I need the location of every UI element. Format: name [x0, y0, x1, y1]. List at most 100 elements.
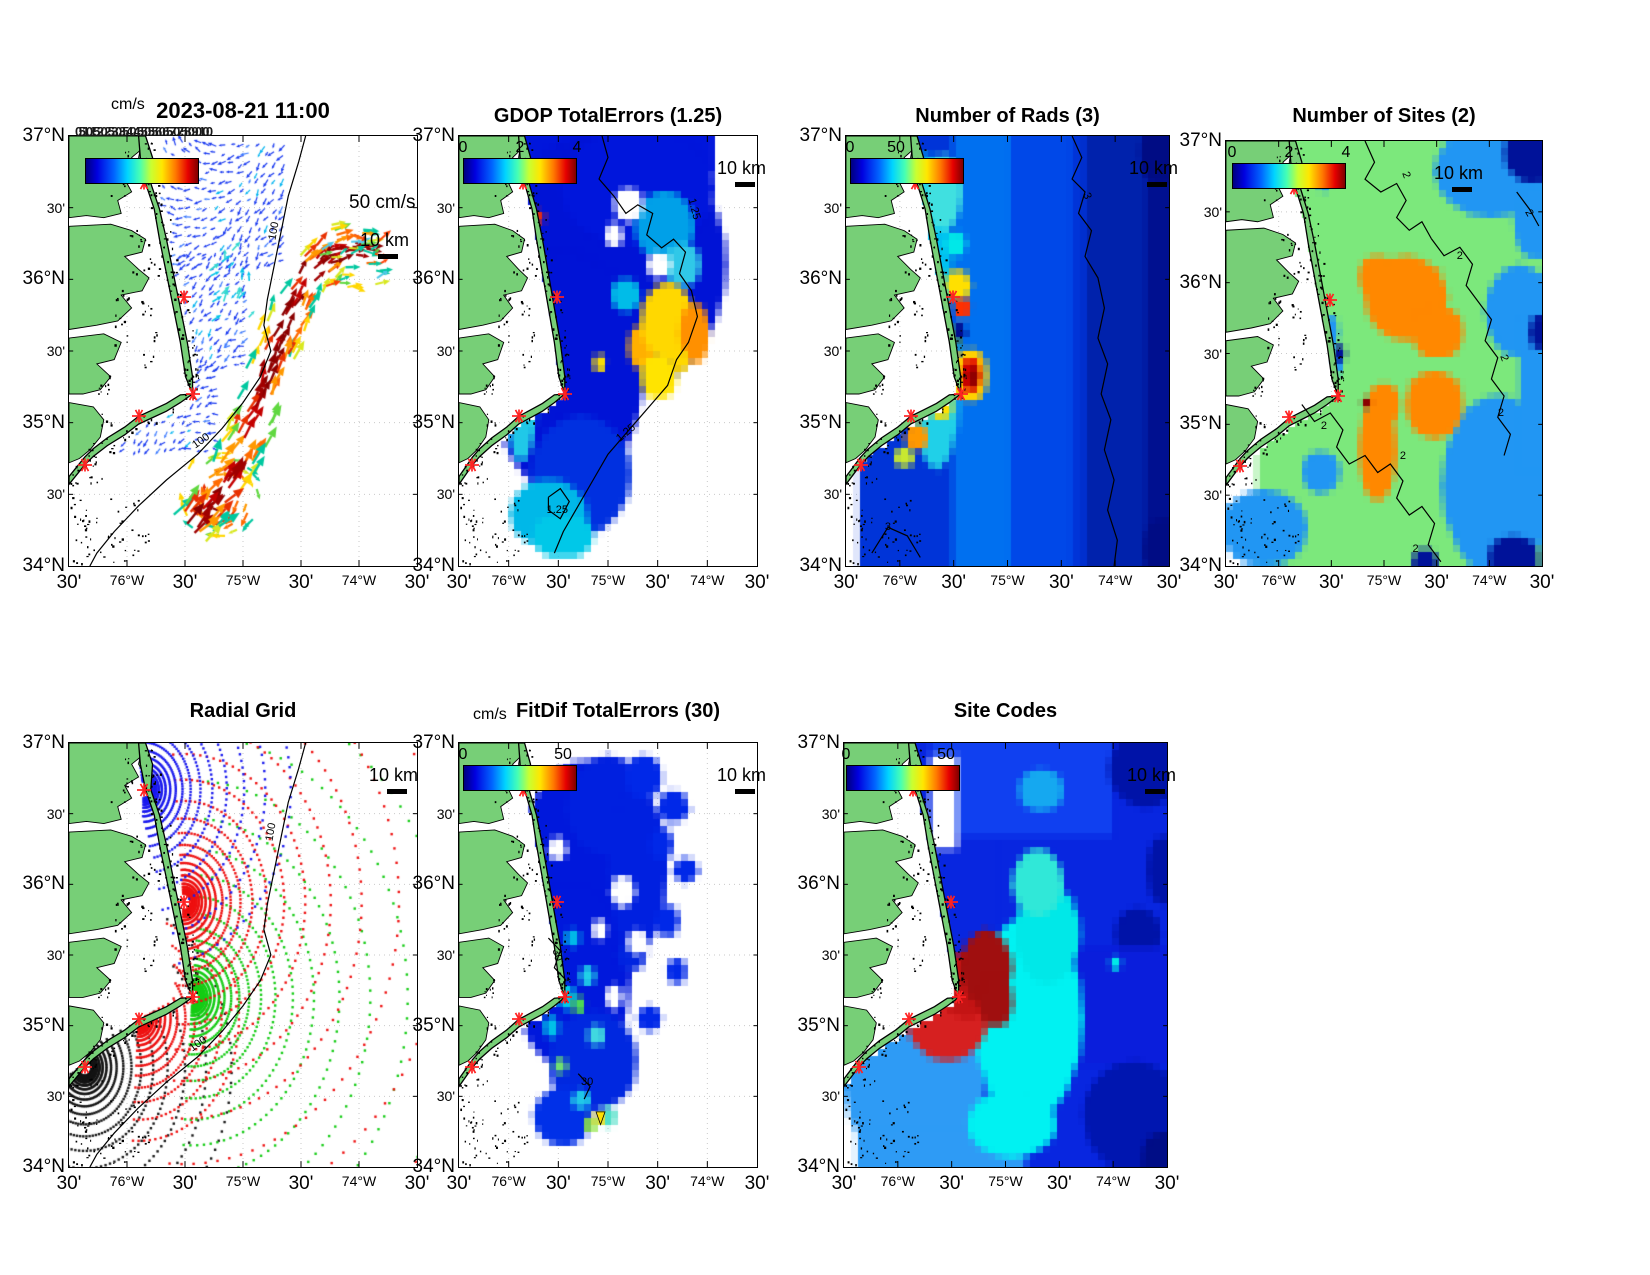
y-axis-label: 30'	[46, 199, 65, 216]
scale-bar: 10 km	[1434, 163, 1483, 192]
y-axis-label: 30'	[821, 805, 840, 822]
y-axis-label: 30'	[46, 947, 65, 963]
asterisk-icon	[136, 783, 151, 797]
panel-title-numrads: Number of Rads (3)	[915, 105, 1100, 127]
map-currents: 100 100 37°N 30' 36°N 30' 35°N 30' 34°N 30' 76°W 30…	[23, 96, 430, 593]
y-axis-label: 30'	[46, 343, 65, 359]
asterisk-icon	[185, 387, 200, 401]
radar-site-marker	[945, 290, 960, 305]
contour-label: 30	[581, 1076, 594, 1089]
radar-site-marker	[511, 1011, 526, 1026]
scale-bar-line	[735, 789, 755, 794]
scale-bar-label: 10 km	[1434, 163, 1484, 183]
scale-bar-line	[1145, 789, 1165, 794]
map-fitdif: 30 30 37°N 30' 36°N 30' 35°N 30' 34°N 30' 76°W 30' 7…	[413, 706, 770, 1194]
x-axis-label: 76°W	[109, 572, 145, 588]
x-axis-label: 30'	[172, 1173, 198, 1194]
x-axis-label: 74°W	[1097, 572, 1133, 588]
asterisk-icon	[77, 1060, 92, 1074]
radar-site-marker	[465, 1060, 480, 1075]
asterisk-icon	[131, 1012, 146, 1026]
radar-site-marker	[185, 387, 200, 402]
y-axis-label: 35°N	[22, 411, 65, 433]
x-axis-label: 76°W	[1261, 572, 1296, 588]
y-axis-label: 35°N	[22, 1014, 65, 1036]
panel-title-sitecodes: Site Codes	[953, 700, 1058, 722]
panel-title-numsites: Number of Sites (2)	[1292, 105, 1476, 127]
y-axis-label: 36°N	[22, 268, 65, 290]
colorbar	[463, 765, 577, 791]
y-axis-label: 30'	[46, 805, 65, 822]
x-axis-label: 30'	[288, 1173, 314, 1194]
x-axis-label: 30'	[744, 572, 770, 593]
radar-site-marker	[136, 782, 151, 797]
radar-site-marker	[903, 408, 918, 423]
asterisk-icon	[951, 990, 966, 1004]
scale-bar: 10 km	[717, 765, 766, 794]
colorbar-tick-labels: 0 5 10 15 20 25 30 35 40 45 50 55 60 65 …	[75, 124, 213, 139]
radar-site-marker	[77, 457, 92, 472]
panel-title-currents: 2023-08-21 11:00	[156, 98, 330, 123]
x-axis-label: 30'	[404, 572, 430, 593]
x-axis-label: 30'	[941, 572, 967, 593]
data-heatmap	[1226, 141, 1542, 566]
contour-label: 2	[1456, 249, 1463, 262]
scale-bar: 10 km	[1127, 765, 1176, 794]
radar-site-marker	[511, 408, 526, 423]
contour-label: 1.25	[546, 504, 569, 517]
colorbar-tick-label: 2	[1284, 144, 1294, 161]
y-axis-label: 30'	[1203, 203, 1222, 220]
x-axis-label: 30'	[1424, 572, 1450, 593]
colorbar-tick-label: 50	[887, 139, 905, 156]
asterisk-icon	[945, 290, 960, 304]
scale-bar: 10 km	[1129, 158, 1178, 187]
radar-site-marker	[951, 990, 966, 1005]
x-axis-label: 76°W	[880, 1173, 916, 1189]
y-axis-label: 35°N	[799, 411, 842, 433]
y-axis-label: 37°N	[22, 732, 65, 753]
y-axis-label: 30'	[823, 199, 842, 216]
x-axis-label: 30'	[645, 1173, 671, 1194]
y-axis-label: 30'	[436, 199, 455, 216]
y-axis-label: 30'	[821, 1088, 840, 1105]
x-axis-label: 30'	[833, 572, 859, 593]
radar-site-marker	[465, 457, 480, 472]
colorbar-tick-label: 50	[554, 746, 572, 763]
x-axis-label: 30'	[1318, 572, 1344, 593]
asterisk-icon	[511, 408, 526, 423]
asterisk-icon	[851, 1060, 866, 1074]
y-axis-label: 36°N	[797, 873, 840, 895]
x-axis-label: 75°W	[590, 1173, 626, 1189]
asterisk-icon	[1331, 389, 1346, 403]
scale-bar-label: 10 km	[717, 158, 767, 178]
y-axis-label: 30'	[1203, 487, 1222, 504]
asterisk-icon	[1323, 293, 1338, 307]
land-coastline	[844, 743, 965, 1167]
map-sitecodes: 37°N 30' 36°N 30' 35°N 30' 34°N 30' 76°W 30' 75°W 3…	[798, 732, 1180, 1194]
y-axis-label: 35°N	[412, 411, 455, 433]
scale-bar-line	[1452, 187, 1472, 192]
radar-site-marker	[1233, 459, 1248, 474]
asterisk-icon	[557, 387, 572, 401]
colorbar-units-label: cm/s	[473, 706, 507, 723]
radar-site-marker	[77, 1060, 92, 1075]
contour-label: 2	[1320, 419, 1328, 432]
radar-site-marker	[550, 895, 565, 910]
contour-lines	[1226, 141, 1542, 566]
x-axis-label: 75°W	[590, 572, 626, 588]
data-heatmap	[459, 743, 757, 1167]
y-axis-label: 30'	[436, 805, 455, 822]
panel-title-fitdif: FitDif TotalErrors (30)	[515, 700, 721, 722]
radar-site-marker	[853, 457, 868, 472]
x-axis-label: 76°W	[109, 1173, 145, 1189]
y-axis-label: 30'	[436, 486, 455, 503]
asterisk-icon	[1282, 410, 1297, 424]
x-axis-label: 74°W	[690, 1173, 725, 1189]
asterisk-icon	[943, 895, 958, 909]
x-axis-label: 74°W	[1472, 572, 1507, 588]
land-coastline	[69, 743, 200, 1167]
scale-bar: 10 km	[369, 765, 418, 794]
y-axis-label: 35°N	[797, 1014, 840, 1036]
radar-site-marker	[176, 290, 191, 305]
scale-bar-line	[387, 789, 407, 794]
